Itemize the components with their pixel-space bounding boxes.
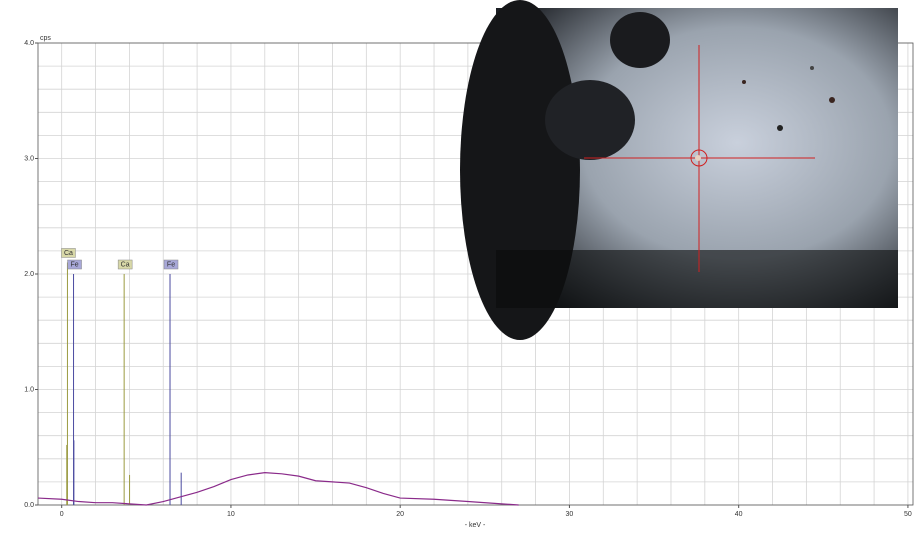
x-tick-label: 30: [566, 511, 574, 518]
x-tick-label: 0: [60, 511, 64, 518]
y-tick-label: 2.0: [24, 271, 34, 278]
element-label: Fe: [167, 261, 175, 268]
element-label-box: [163, 259, 179, 270]
x-axis-label: - keV -: [465, 522, 486, 529]
y-tick-label: 4.0: [24, 40, 34, 47]
element-label-box: [61, 248, 76, 258]
element-label-box: [117, 259, 133, 270]
x-tick-label: 10: [227, 511, 235, 518]
element-label: Ca: [64, 250, 73, 257]
element-label: Fe: [70, 261, 78, 268]
element-label-box: [67, 259, 82, 270]
y-tick-label: 0.0: [24, 502, 34, 509]
camera-image: [460, 0, 898, 340]
y-tick-label: 1.0: [24, 386, 34, 393]
x-tick-label: 20: [396, 511, 404, 518]
y-tick-label: 3.0: [24, 155, 34, 162]
element-label: Ca: [121, 261, 130, 268]
y-axis-label: cps: [40, 35, 51, 42]
x-tick-label: 50: [904, 511, 912, 518]
spectrum-line: [37, 472, 519, 506]
x-tick-label: 40: [735, 511, 743, 518]
